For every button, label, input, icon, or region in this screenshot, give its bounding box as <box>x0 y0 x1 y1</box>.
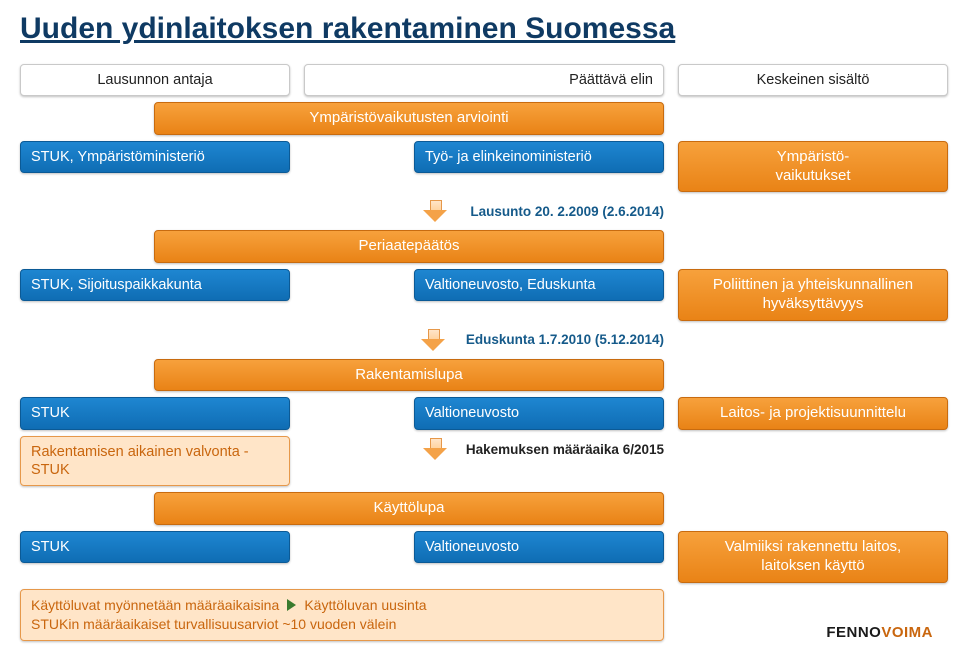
col-header-left: Lausunnon antaja <box>20 64 290 96</box>
stage1-right: Ympäristö- vaikutukset <box>678 141 948 193</box>
stage3-name: Rakentamislupa <box>154 359 664 392</box>
stage3-mid: Valtioneuvosto <box>414 397 664 429</box>
arrow-down-icon <box>423 438 447 460</box>
stage2-name: Periaatepäätös <box>154 230 664 263</box>
stage2-caption: Eduskunta 1.7.2010 (5.12.2014) <box>462 332 664 347</box>
arrow-down-icon <box>423 200 447 222</box>
stage4-mid: Valtioneuvosto <box>414 531 664 563</box>
stage4-left: STUK <box>20 531 290 563</box>
stage1-name: Ympäristövaikutusten arviointi <box>154 102 664 135</box>
stage3-right: Laitos- ja projektisuunnittelu <box>678 397 948 430</box>
stage2-right: Poliittinen ja yhteiskunnallinen hyväksy… <box>678 269 948 321</box>
stage1-mid: Työ- ja elinkeinoministeriö <box>414 141 664 173</box>
process-grid: Lausunnon antaja Päättävä elin Keskeinen… <box>20 64 939 641</box>
stage3-caption: Hakemuksen määräaika 6/2015 <box>466 442 664 457</box>
logo-part1: FENNO <box>826 624 881 641</box>
stage1-caption: Lausunto 20. 2.2009 (2.6.2014) <box>466 204 664 219</box>
page-title: Uuden ydinlaitoksen rakentaminen Suomess… <box>20 12 939 46</box>
arrow-down-icon <box>421 329 445 351</box>
logo-part2: VOIMA <box>881 624 933 641</box>
footer-line1a: Käyttöluvat myönnetään määräaikaisina <box>31 597 279 613</box>
stage3-below-left: Rakentamisen aikainen valvonta - STUK <box>20 436 290 486</box>
col-header-mid: Päättävä elin <box>304 64 664 96</box>
footer-box: Käyttöluvat myönnetään määräaikaisina Kä… <box>20 589 664 641</box>
col-header-right: Keskeinen sisältö <box>678 64 948 96</box>
stage4-name: Käyttölupa <box>154 492 664 525</box>
stage3-left: STUK <box>20 397 290 429</box>
footer-line1b: Käyttöluvan uusinta <box>304 597 426 613</box>
arrow-right-icon <box>287 599 296 611</box>
stage4-right: Valmiiksi rakennettu laitos, laitoksen k… <box>678 531 948 583</box>
footer-line2: STUKin määräaikaiset turvallisuusarviot … <box>31 616 396 632</box>
stage2-mid: Valtioneuvosto, Eduskunta <box>414 269 664 301</box>
brand-logo: FENNOVOIMA <box>826 624 933 641</box>
stage1-left: STUK, Ympäristöministeriö <box>20 141 290 173</box>
stage2-left: STUK, Sijoituspaikkakunta <box>20 269 290 301</box>
